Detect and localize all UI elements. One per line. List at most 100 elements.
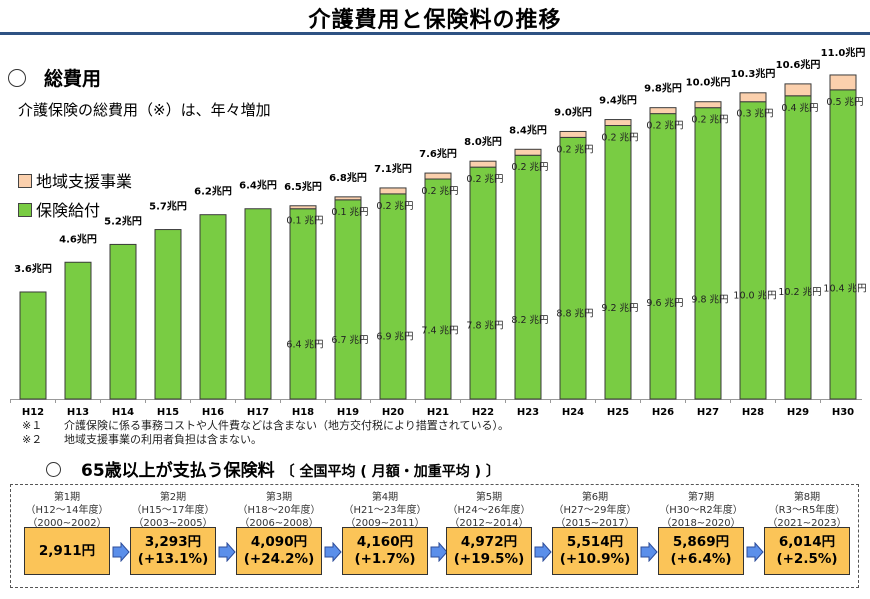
- period-era: （H21～23年度）: [343, 505, 427, 516]
- period-name: 第7期: [687, 492, 715, 503]
- bar-insurance-benefits: [19, 291, 47, 400]
- benefits-value-label: 9.6 兆円: [646, 298, 683, 309]
- x-tick-label: H14: [112, 407, 134, 418]
- community-support-value-label: 0.2 兆円: [376, 201, 413, 212]
- premium-change: (+2.5%): [776, 551, 838, 567]
- bar-insurance-benefits: [64, 261, 92, 400]
- period-era: （H18～20年度）: [237, 505, 321, 516]
- period-name: 第6期: [581, 492, 609, 503]
- total-value-label: 9.8兆円: [644, 82, 682, 95]
- community-support-value-label: 0.3 兆円: [736, 109, 773, 120]
- premium-change: (+19.5%): [453, 551, 525, 567]
- community-support-value-label: 0.5 兆円: [826, 97, 863, 108]
- right-arrow-icon: [640, 542, 658, 562]
- community-support-value-label: 0.2 兆円: [466, 174, 503, 185]
- community-support-value-label: 0.1 兆円: [286, 216, 323, 227]
- period-era: （H27～29年度）: [553, 505, 637, 516]
- total-value-label: 8.4兆円: [509, 123, 547, 136]
- total-value-label: 11.0兆円: [821, 46, 866, 59]
- bar-community-support: [379, 187, 407, 195]
- x-tick-label: H18: [292, 407, 314, 418]
- total-value-label: 6.5兆円: [284, 180, 322, 193]
- total-value-label: 5.7兆円: [149, 200, 187, 213]
- period-header: 第5期 （H24～26年度） （2012~2014）: [444, 491, 534, 530]
- period-header: 第3期 （H18～20年度） （2006~2008）: [234, 491, 324, 530]
- bar-community-support: [424, 172, 452, 180]
- period-era: （H30～R2年度）: [659, 505, 743, 516]
- total-value-label: 3.6兆円: [14, 262, 52, 275]
- period-years: （2018~2020）: [661, 518, 741, 529]
- x-tick-label: H24: [562, 407, 584, 418]
- total-value-label: 7.6兆円: [419, 147, 457, 160]
- period-header: 第8期 （R3～R5年度） （2021~2023）: [762, 491, 852, 530]
- bar-community-support: [514, 148, 542, 156]
- period-years: （2006~2008）: [239, 518, 319, 529]
- period-years: （2015~2017）: [555, 518, 635, 529]
- legend-item-insurance-benefits: 保険給付: [18, 197, 100, 221]
- premium-amount: 5,514円: [566, 534, 624, 550]
- total-value-label: 6.2兆円: [194, 185, 232, 198]
- legend-item-community-support: 地域支援事業: [18, 168, 132, 192]
- premium-change: (+13.1%): [137, 551, 209, 567]
- bar-insurance-benefits: [559, 136, 587, 400]
- legend-label: 保険給付: [36, 201, 101, 220]
- circle-bullet-icon: [8, 69, 26, 87]
- period-name: 第3期: [265, 492, 293, 503]
- bar-insurance-benefits: [469, 166, 497, 400]
- premium-amount: 3,293円: [144, 534, 202, 550]
- premium-amount: 4,090円: [250, 534, 308, 550]
- right-arrow-icon: [218, 542, 236, 562]
- bar-community-support: [469, 160, 497, 168]
- right-arrow-icon: [430, 542, 448, 562]
- footnote-2: ※２ 地域支援事業の利用者負担は含まない。: [22, 431, 262, 447]
- bar-insurance-benefits: [694, 107, 722, 400]
- x-tick-label: H22: [472, 407, 494, 418]
- section-heading-text: 総費用: [44, 68, 102, 90]
- footnote-mark: ※２: [22, 433, 43, 446]
- period-header: 第6期 （H27～29年度） （2015~2017）: [550, 491, 640, 530]
- premium-amount: 4,972円: [460, 534, 518, 550]
- premium-amount-box: 5,514円 (+10.9%): [552, 527, 638, 575]
- benefits-value-label: 9.2 兆円: [601, 303, 638, 314]
- premium-change: (+1.7%): [354, 551, 416, 567]
- bar-community-support: [334, 196, 362, 201]
- community-support-value-label: 0.2 兆円: [511, 162, 548, 173]
- premium-amount-box: 4,972円 (+19.5%): [446, 527, 532, 575]
- x-tick-label: H16: [202, 407, 224, 418]
- premium-amount-box: 3,293円 (+13.1%): [130, 527, 216, 575]
- bar-insurance-benefits: [649, 113, 677, 400]
- x-tick-label: H19: [337, 407, 359, 418]
- total-value-label: 10.3兆円: [731, 67, 776, 80]
- bar-insurance-benefits: [739, 101, 767, 400]
- premium-amount: 6,014円: [778, 534, 836, 550]
- benefits-value-label: 10.4 兆円: [823, 284, 866, 295]
- total-value-label: 10.6兆円: [776, 58, 821, 71]
- right-arrow-icon: [746, 542, 764, 562]
- bar-community-support: [649, 107, 677, 115]
- total-value-label: 8.0兆円: [464, 135, 502, 148]
- bar-insurance-benefits: [289, 208, 317, 400]
- x-tick-label: H27: [697, 407, 719, 418]
- section-total-cost-heading: 総費用: [8, 64, 101, 91]
- section-premium-heading: 65歳以上が支払う保険料〔 全国平均 ( 月額・加重平均 ) 〕: [46, 456, 500, 481]
- bar-insurance-benefits: [424, 178, 452, 400]
- footnote-text: 介護保険に係る事務コストや人件費などは含まない（地方交付税により措置されている）…: [64, 419, 509, 432]
- premium-amount-box: 2,911円: [24, 527, 110, 575]
- bar-insurance-benefits: [829, 89, 857, 400]
- period-years: （2003~2005）: [133, 518, 213, 529]
- period-era: （H12～14年度）: [25, 505, 109, 516]
- benefits-value-label: 6.7 兆円: [331, 335, 368, 346]
- premium-amount-box: 4,090円 (+24.2%): [236, 527, 322, 575]
- x-tick-label: H28: [742, 407, 764, 418]
- bar-community-support: [829, 74, 857, 91]
- period-years: （2021~2023）: [767, 518, 847, 529]
- period-header: 第1期 （H12～14年度） （2000~2002）: [22, 491, 112, 530]
- premium-change: (+24.2%): [243, 551, 315, 567]
- period-era: （R3～R5年度）: [768, 505, 846, 516]
- bar-community-support: [559, 130, 587, 138]
- period-header: 第4期 （H21～23年度） （2009~2011）: [340, 491, 430, 530]
- benefits-value-label: 7.4 兆円: [421, 326, 458, 337]
- period-years: （2012~2014）: [449, 518, 529, 529]
- x-tick-label: H17: [247, 407, 269, 418]
- premium-amount: 5,869円: [672, 534, 730, 550]
